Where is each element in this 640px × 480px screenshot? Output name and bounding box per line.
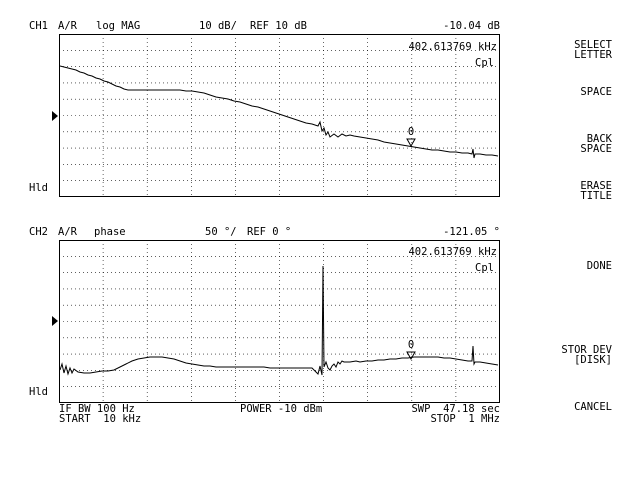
- softkey-back-space[interactable]: BACK SPACE: [580, 133, 612, 155]
- softkey-done[interactable]: DONE: [586, 260, 612, 272]
- ch2-marker-number: 0: [407, 339, 415, 351]
- softkey-stor-dev-disk[interactable]: STOR DEV [DISK]: [561, 344, 612, 366]
- ch1-channel-label: CH1: [29, 20, 48, 32]
- ch1-param: A/R: [58, 20, 77, 32]
- ch1-marker-triangle: [406, 138, 416, 148]
- ch2-hold-indicator: Hld: [29, 386, 48, 398]
- ch1-format: log MAG: [96, 20, 141, 32]
- softkey-cancel[interactable]: CANCEL: [574, 401, 612, 413]
- ch2-scale: 50 °/: [205, 226, 237, 238]
- ch1-marker-number: 0: [407, 126, 415, 138]
- ch1-gridlines: [59, 34, 500, 197]
- ch2-marker-frequency: 402.613769 kHz: [380, 247, 497, 258]
- ch2-reference-position-arrow: [52, 316, 58, 326]
- ch2-format: phase: [94, 226, 126, 238]
- start-frequency: START 10 kHz: [59, 413, 142, 425]
- stop-frequency: STOP 1 MHz: [430, 413, 500, 425]
- sweep-time: SWP 47.18 sec: [411, 403, 500, 415]
- ch2-param: A/R: [58, 226, 77, 238]
- ch1-hold-indicator: Hld: [29, 182, 48, 194]
- softkey-space[interactable]: SPACE: [580, 86, 612, 98]
- ch2-marker-value: -121.05 °: [443, 226, 500, 238]
- ch1-trace: [59, 65, 499, 159]
- ch2-ref: REF 0 °: [247, 226, 292, 238]
- ch1-reference-position-arrow: [52, 111, 58, 121]
- ch2-gridlines: [59, 240, 500, 403]
- ch1-marker-frequency: 402.613769 kHz: [380, 42, 497, 53]
- if-bandwidth: IF BW 100 Hz: [59, 403, 135, 415]
- source-power: POWER -10 dBm: [240, 403, 323, 415]
- softkey-erase-title[interactable]: ERASE TITLE: [580, 180, 612, 202]
- ch1-marker-value: -10.04 dB: [443, 20, 500, 32]
- ch2-cal-indicator: Cpl: [475, 262, 494, 274]
- ch2-channel-label: CH2: [29, 226, 48, 238]
- ch1-cal-indicator: Cpl: [475, 57, 494, 69]
- ch2-marker-triangle: [406, 351, 416, 361]
- softkey-select-letter[interactable]: SELECT LETTER: [574, 39, 612, 61]
- ch2-trace: [59, 265, 499, 376]
- ch1-scale: 10 dB/: [199, 20, 237, 32]
- ch1-ref: REF 10 dB: [250, 20, 307, 32]
